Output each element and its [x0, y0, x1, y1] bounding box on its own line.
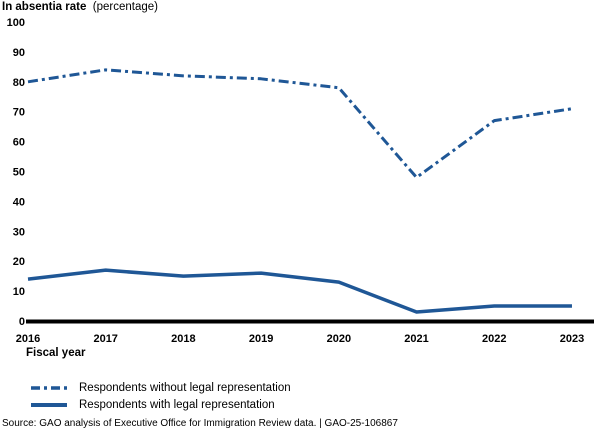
- y-tick-label: 80: [13, 77, 25, 89]
- chart-title-main: In absentia rate: [2, 1, 87, 13]
- legend-label-with-representation: Respondents with legal representation: [79, 398, 275, 411]
- series-line-with-representation: [27, 268, 572, 314]
- y-tick-label: 100: [7, 17, 25, 29]
- x-tick-label: 2019: [249, 333, 273, 345]
- y-tick-label: 90: [13, 47, 25, 59]
- solid-line-swatch-icon: [31, 402, 67, 407]
- x-tick-label: 2022: [482, 333, 506, 345]
- legend-row-without-representation: Respondents without legal representation: [30, 379, 291, 396]
- y-tick-label: 20: [13, 256, 25, 268]
- series-line-without-representation: [27, 68, 573, 179]
- x-tick-label: 2020: [327, 333, 351, 345]
- x-tick-label: 2018: [171, 333, 195, 345]
- chart-title-unit: (percentage): [92, 1, 158, 13]
- line-chart-canvas: 0 10 20 30 40 50 60 70 80 90 100 2016 2017 2018 2019 20…: [7, 17, 594, 345]
- legend-row-with-representation: Respondents with legal representation: [30, 396, 291, 413]
- chart-title: In absentia rate (percentage): [2, 1, 158, 13]
- y-tick-label: 30: [13, 226, 25, 238]
- x-axis-title: Fiscal year: [26, 347, 86, 359]
- source-note: Source: GAO analysis of Executive Office…: [2, 418, 398, 429]
- y-tick-label: 0: [19, 316, 25, 328]
- x-tick-label: 2016: [16, 333, 40, 345]
- chart-legend: Respondents without legal representation…: [30, 379, 291, 413]
- y-tick-label: 10: [13, 286, 25, 298]
- x-tick-label: 2017: [93, 333, 117, 345]
- x-tick-label: 2023: [560, 333, 584, 345]
- y-tick-label: 40: [13, 196, 25, 208]
- dash-dot-line-swatch-icon: [31, 385, 67, 390]
- legend-label-without-representation: Respondents without legal representation: [79, 381, 291, 394]
- x-tick-label: 2021: [404, 333, 428, 345]
- y-tick-label: 70: [13, 107, 25, 119]
- y-tick-label: 60: [13, 137, 25, 149]
- y-tick-label: 50: [13, 167, 25, 179]
